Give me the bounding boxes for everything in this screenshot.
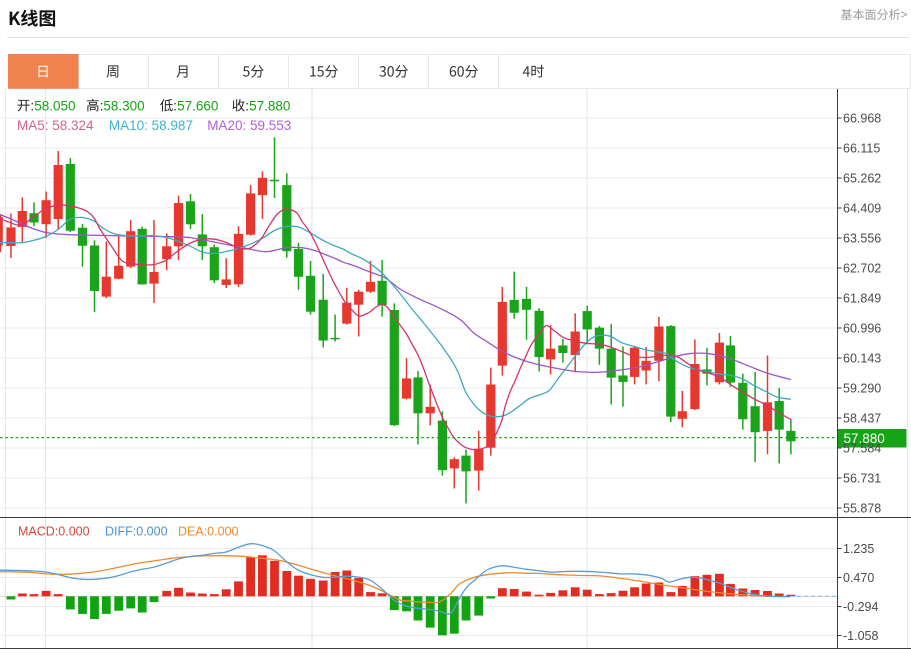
svg-text:>: > xyxy=(901,8,908,22)
svg-text:-0.294: -0.294 xyxy=(843,600,878,614)
svg-text:57.660: 57.660 xyxy=(177,98,218,113)
svg-text:64.409: 64.409 xyxy=(843,202,881,216)
svg-text:57.584: 57.584 xyxy=(843,442,881,456)
svg-text:58.437: 58.437 xyxy=(843,412,881,426)
svg-text::: : xyxy=(245,98,249,113)
svg-text:DIFF:0.000: DIFF:0.000 xyxy=(105,524,168,538)
svg-text:0.470: 0.470 xyxy=(843,571,874,585)
svg-text:57.880: 57.880 xyxy=(844,431,885,446)
svg-text::: : xyxy=(30,98,34,113)
svg-text:60.143: 60.143 xyxy=(843,352,881,366)
svg-text:65.262: 65.262 xyxy=(843,172,881,186)
svg-text:66.968: 66.968 xyxy=(843,112,881,126)
svg-text::: : xyxy=(100,98,104,113)
svg-text:-1.058: -1.058 xyxy=(843,629,878,643)
svg-text:60.996: 60.996 xyxy=(843,322,881,336)
svg-text:58.300: 58.300 xyxy=(103,98,144,113)
svg-text:MA5: 58.324: MA5: 58.324 xyxy=(17,118,94,133)
svg-text:56.731: 56.731 xyxy=(843,472,881,486)
svg-text:59.290: 59.290 xyxy=(843,382,881,396)
svg-text:MA20: 59.553: MA20: 59.553 xyxy=(207,118,291,133)
svg-text:62.702: 62.702 xyxy=(843,262,881,276)
svg-text:61.849: 61.849 xyxy=(843,292,881,306)
svg-text:DEA:0.000: DEA:0.000 xyxy=(178,524,239,538)
svg-text:55.878: 55.878 xyxy=(843,502,881,516)
svg-text:63.556: 63.556 xyxy=(843,232,881,246)
svg-text::: : xyxy=(173,98,177,113)
svg-text:58.050: 58.050 xyxy=(34,98,75,113)
svg-text:57.880: 57.880 xyxy=(249,98,290,113)
svg-text:MA10: 58.987: MA10: 58.987 xyxy=(109,118,193,133)
svg-text:1.235: 1.235 xyxy=(843,542,874,556)
svg-text:MACD:0.000: MACD:0.000 xyxy=(18,524,90,538)
svg-text:66.115: 66.115 xyxy=(843,142,880,156)
